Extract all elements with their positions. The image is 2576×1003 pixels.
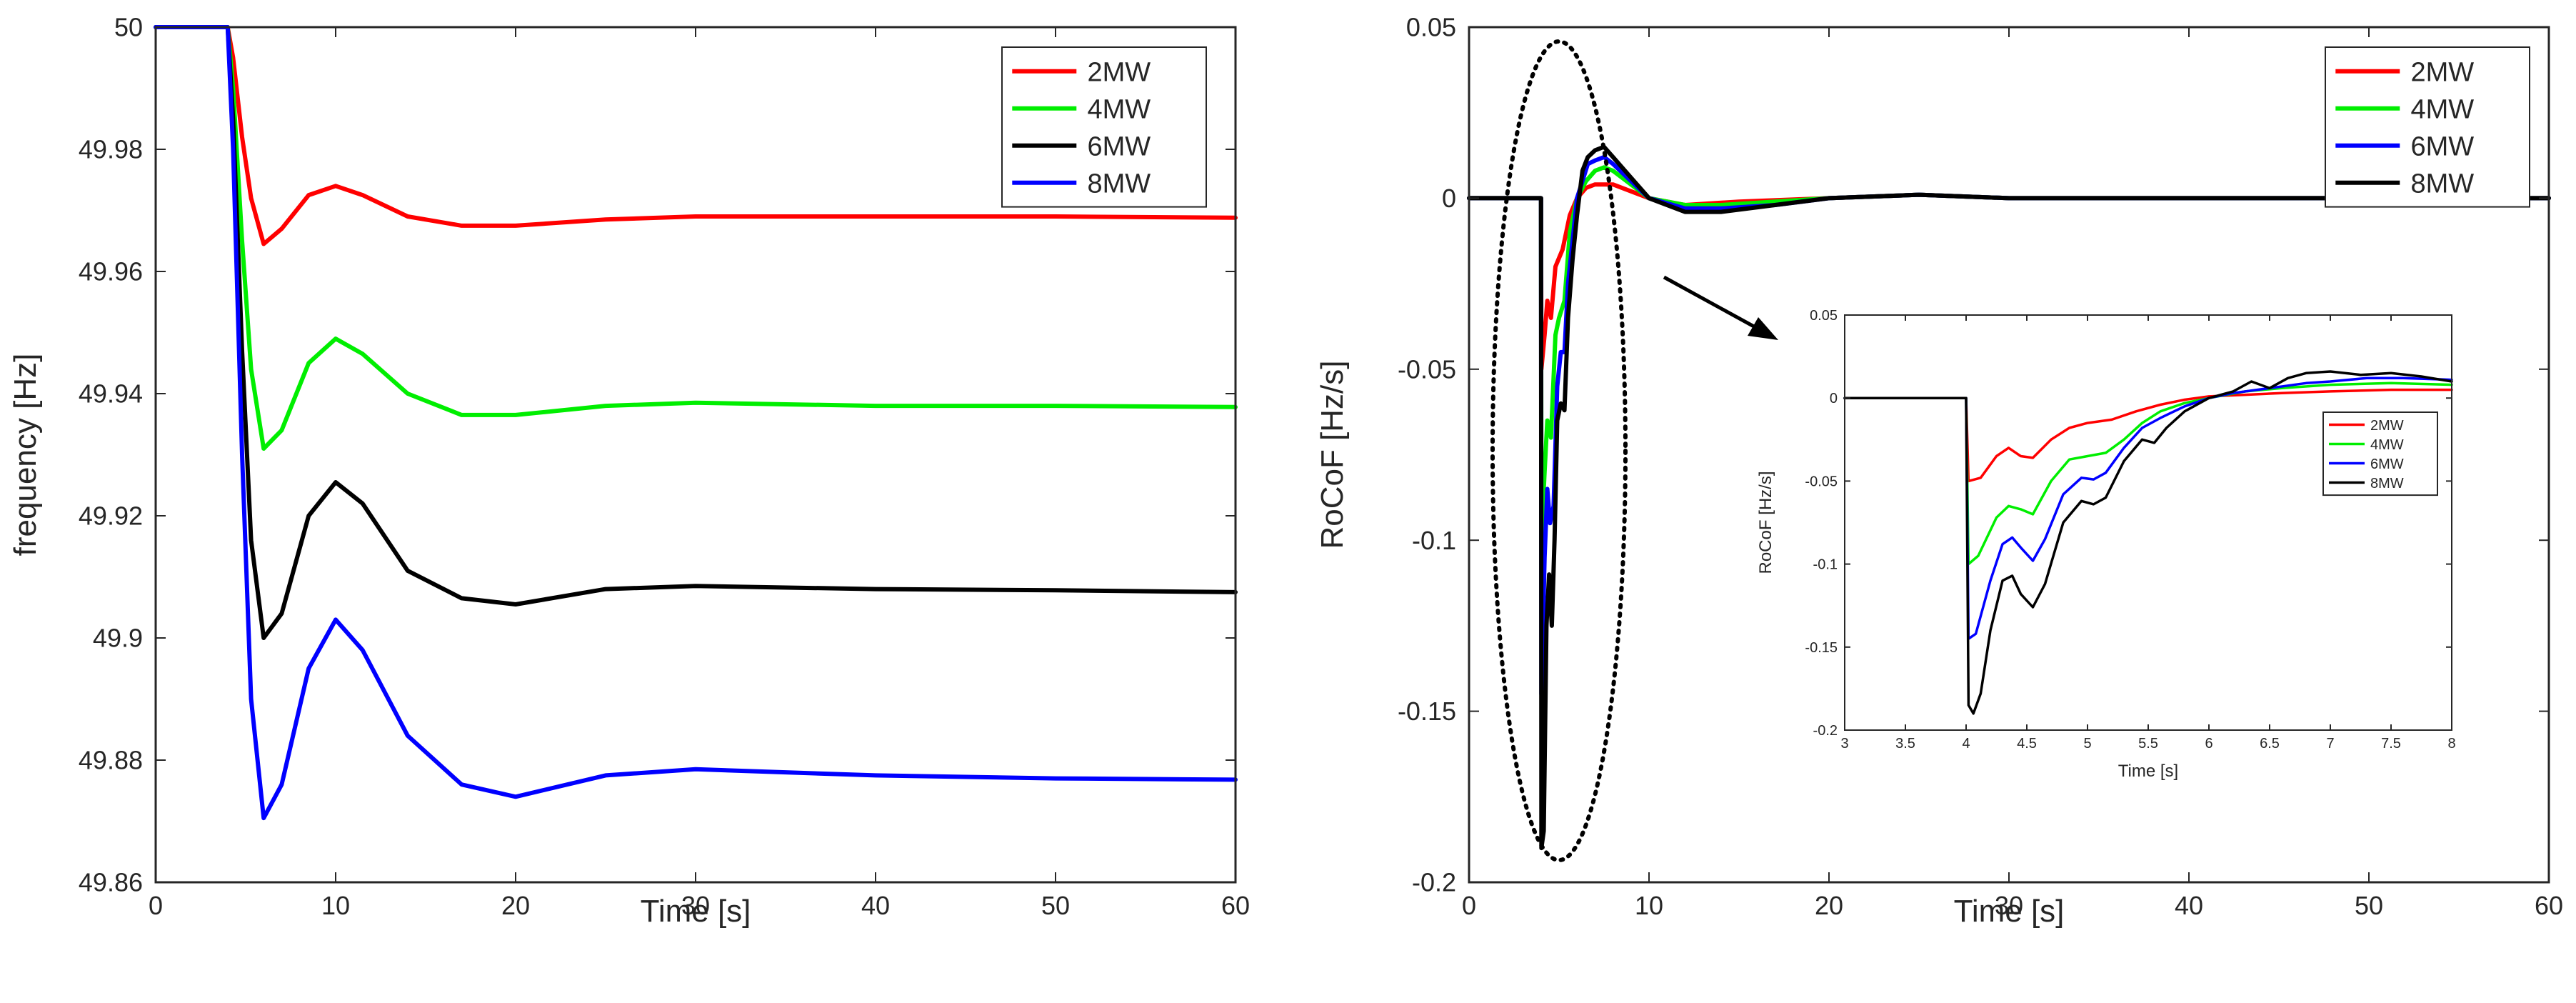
freq-legend-label-6MW: 6MW	[1088, 131, 1151, 161]
inset-x-tick-label: 8	[2447, 736, 2455, 752]
freq-series-line-6MW	[154, 25, 1238, 640]
inset-y-tick-label: -0.15	[1805, 640, 1838, 656]
inset-x-tick-label: 7	[2326, 736, 2334, 752]
freq-series-line-8MW	[154, 25, 1238, 821]
inset-x-axis-label: Time [s]	[2118, 762, 2178, 781]
frequency-ticks: 0 10 20 30 40 50 60 49.86 49.88 49.9 49.92 49.94 49.…	[79, 13, 1250, 920]
rocof-y-tick-label: -0.2	[1412, 868, 1456, 897]
inset-legend-label-6MW: 6MW	[2370, 456, 2404, 472]
rocof-legend-box	[2325, 46, 2530, 208]
rocof-x-tick-label: 20	[1815, 891, 1843, 920]
inset-legend-label-2MW: 2MW	[2370, 418, 2404, 434]
freq-y-tick-label: 50	[114, 13, 143, 42]
freq-y-tick-label: 49.96	[79, 257, 143, 286]
inset-x-tick-label: 4.5	[2017, 736, 2037, 752]
rocof-x-tick-label: 40	[2175, 891, 2203, 920]
rocof-inset-chart: 3 3.5 4 4.5 5 5.5 6 6.5 7 7.5 8 -0.2 -0.15 -0.1 -0.05 0…	[1756, 277, 2457, 781]
inset-x-tick-label: 3.5	[1895, 736, 1915, 752]
freq-y-tick-label: 49.98	[79, 135, 143, 164]
inset-x-tick-label: 4	[1962, 736, 1970, 752]
rocof-y-axis-label: RoCoF [Hz/s]	[1315, 360, 1350, 549]
freq-y-tick-label: 49.86	[79, 868, 143, 897]
inset-y-tick-label: 0.05	[1810, 308, 1838, 324]
inset-series-line-6MW	[1843, 376, 2453, 640]
inset-x-tick-label: 5.5	[2138, 736, 2158, 752]
inset-x-tick-label: 3	[1840, 736, 1848, 752]
inset-series-group	[1843, 370, 2453, 715]
freq-x-tick-label: 60	[1221, 891, 1250, 920]
rocof-legend-label-4MW: 4MW	[2411, 94, 2475, 124]
freq-y-tick-label: 49.94	[79, 379, 143, 409]
inset-legend: 2MW 4MW 6MW 8MW	[2322, 411, 2438, 496]
freq-x-tick-label: 40	[861, 891, 890, 920]
freq-x-tick-label: 10	[321, 891, 350, 920]
freq-series-line-4MW	[154, 25, 1238, 451]
inset-background	[1844, 277, 2457, 764]
inset-series-line-2MW	[1843, 388, 2453, 483]
rocof-legend-label-2MW: 2MW	[2411, 57, 2475, 87]
rocof-x-axis-label: Time [s]	[1954, 894, 2065, 929]
freq-x-tick-label: 50	[1041, 891, 1070, 920]
rocof-x-tick-label: 10	[1635, 891, 1663, 920]
frequency-legend: 2MW 4MW 6MW 8MW	[1001, 46, 1207, 208]
inset-y-tick-label: -0.2	[1813, 723, 1838, 739]
frequency-series-group	[154, 25, 1238, 821]
freq-legend-label-2MW: 2MW	[1088, 57, 1151, 87]
rocof-legend: 2MW 4MW 6MW 8MW	[2325, 46, 2530, 208]
rocof-x-tick-label: 50	[2355, 891, 2383, 920]
rocof-y-tick-label: 0	[1442, 184, 1456, 213]
inset-x-tick-label: 6.5	[2260, 736, 2280, 752]
freq-x-tick-label: 30	[681, 891, 710, 920]
inset-x-tick-label: 5	[2083, 736, 2091, 752]
freq-legend-label-8MW: 8MW	[1088, 169, 1151, 199]
freq-x-tick-label: 20	[501, 891, 530, 920]
frequency-x-axis-label: Time [s]	[641, 894, 751, 929]
freq-y-tick-label: 49.88	[79, 746, 143, 775]
zoom-region-ellipse	[1490, 39, 1628, 862]
inset-legend-label-4MW: 4MW	[2370, 437, 2404, 453]
rocof-y-tick-label: -0.1	[1412, 526, 1456, 555]
freq-y-tick-label: 49.92	[79, 502, 143, 531]
rocof-series-group	[1467, 144, 2551, 851]
inset-x-tick-label: 6	[2205, 736, 2212, 752]
inset-y-tick-label: -0.05	[1805, 474, 1838, 489]
inset-legend-label-8MW: 8MW	[2370, 476, 2404, 491]
rocof-legend-label-8MW: 8MW	[2411, 169, 2475, 199]
inset-x-tick-label: 7.5	[2381, 736, 2401, 752]
freq-legend-box	[1001, 46, 1207, 208]
rocof-x-tick-label: 60	[2535, 891, 2563, 920]
rocof-y-tick-label: 0.05	[1406, 13, 1456, 42]
freq-series-line-2MW	[154, 25, 1238, 246]
rocof-x-tick-label: 30	[1995, 891, 2023, 920]
frequency-chart: 0 10 20 30 40 50 60 49.86 49.88 49.9 49.92 49.94 49.…	[8, 13, 1250, 929]
freq-y-tick-label: 49.9	[93, 624, 143, 653]
inset-series-line-8MW	[1843, 370, 2453, 715]
inset-y-tick-label: 0	[1830, 391, 1838, 406]
zoom-arrow	[1663, 275, 1778, 340]
rocof-legend-label-6MW: 6MW	[2411, 131, 2475, 161]
rocof-x-tick-label: 0	[1462, 891, 1476, 920]
frequency-y-axis-label: frequency [Hz]	[8, 354, 43, 557]
inset-y-axis-label: RoCoF [Hz/s]	[1756, 471, 1775, 574]
rocof-y-tick-label: -0.05	[1398, 354, 1456, 384]
inset-ticks: 3 3.5 4 4.5 5 5.5 6 6.5 7 7.5 8 -0.2 -0.15 -0.1 -0.05 0…	[1805, 308, 2455, 752]
rocof-y-tick-label: -0.15	[1398, 697, 1456, 726]
rocof-series-line-8MW	[1467, 144, 2551, 851]
freq-legend-label-4MW: 4MW	[1088, 94, 1151, 124]
freq-x-tick-label: 0	[149, 891, 163, 920]
inset-legend-box	[2322, 411, 2438, 496]
inset-y-tick-label: -0.1	[1813, 557, 1838, 573]
